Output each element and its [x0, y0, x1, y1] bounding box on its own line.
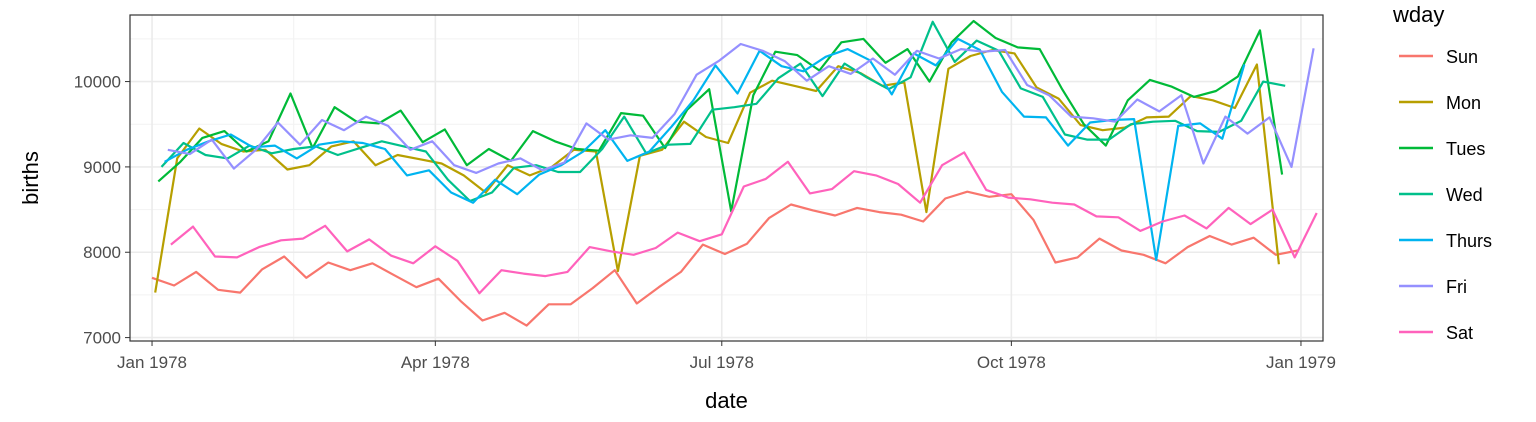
series-line-fri: [167, 42, 1315, 174]
legend-label-sat: Sat: [1446, 323, 1473, 343]
x-tick-label: Apr 1978: [401, 353, 470, 372]
legend-label-mon: Mon: [1446, 93, 1481, 113]
legend-label-fri: Fri: [1446, 277, 1467, 297]
grid: [130, 15, 1323, 341]
series-line-sat: [170, 151, 1318, 295]
series-line-sun: [151, 190, 1299, 327]
series-line-thurs: [164, 37, 1246, 261]
legend-label-thurs: Thurs: [1446, 231, 1492, 251]
x-tick-label: Oct 1978: [977, 353, 1046, 372]
y-tick-label: 9000: [83, 158, 121, 177]
y-axis: 7000 8000 9000 10000: [74, 73, 130, 348]
y-tick-label: 10000: [74, 73, 121, 92]
y-axis-title: births: [18, 151, 43, 205]
y-tick-label: 8000: [83, 243, 121, 262]
legend-label-sun: Sun: [1446, 47, 1478, 67]
legend-label-tues: Tues: [1446, 139, 1485, 159]
series-line-tues: [157, 19, 1284, 213]
series-line-mon: [154, 48, 1280, 293]
x-tick-label: Jul 1978: [690, 353, 754, 372]
x-axis: Jan 1978 Apr 1978 Jul 1978 Oct 1978 Jan 1979: [117, 341, 1336, 372]
panel-border: [129, 14, 1324, 342]
x-axis-title: date: [705, 388, 748, 413]
legend: wday Sun Mon Tues Wed Thurs Fri Sat: [1392, 2, 1492, 343]
panel-background: [130, 15, 1323, 341]
series-line-wed: [160, 20, 1286, 203]
x-tick-label: Jan 1978: [117, 353, 187, 372]
x-tick-label: Jan 1979: [1266, 353, 1336, 372]
series-lines: [151, 19, 1318, 327]
legend-title: wday: [1392, 2, 1444, 27]
y-tick-label: 7000: [83, 329, 121, 348]
legend-label-wed: Wed: [1446, 185, 1483, 205]
